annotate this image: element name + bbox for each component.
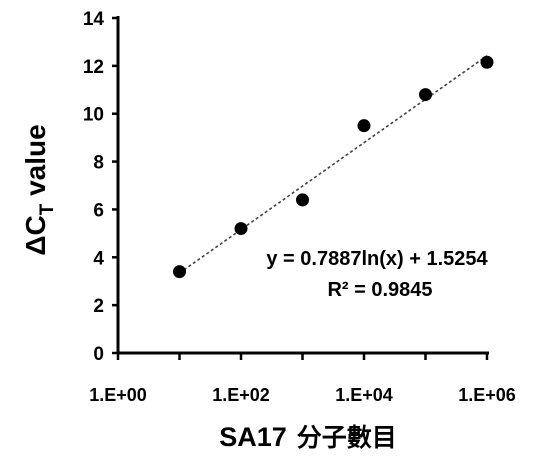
data-point	[296, 193, 309, 207]
axes	[116, 16, 489, 355]
x-tick-label: 1.E+04	[335, 385, 393, 405]
y-axis-ticks: 0 2 4 6 8 10 12 14	[83, 9, 118, 365]
data-point	[173, 265, 186, 279]
y-tick-label: 4	[93, 248, 104, 269]
data-point	[480, 55, 494, 69]
data-point	[234, 222, 248, 236]
y-axis-label: ΔCT value	[20, 124, 58, 255]
x-axis-label: SA17 分子數目	[219, 422, 397, 452]
y-axis-label-suffix: value	[20, 124, 51, 203]
trendline	[179, 55, 488, 274]
x-tick-label: 1.E+06	[458, 385, 516, 405]
data-points	[173, 55, 494, 279]
y-axis-label-prefix: ΔC	[20, 215, 51, 255]
y-tick-label: 6	[93, 200, 104, 221]
y-tick-label: 12	[83, 57, 104, 78]
x-axis-ticks: 1.E+00 1.E+02 1.E+04 1.E+06	[89, 353, 516, 405]
x-axis-label-cjk: 分子數目	[297, 423, 397, 452]
y-tick-label: 0	[93, 344, 104, 365]
data-point	[357, 119, 371, 133]
x-tick-label: 1.E+00	[89, 385, 147, 405]
y-tick-label: 14	[83, 9, 105, 30]
y-axis-label-subscript: T	[37, 203, 58, 215]
x-tick-label: 1.E+02	[212, 385, 270, 405]
y-tick-label: 10	[83, 105, 104, 126]
trendline-layer	[179, 55, 488, 274]
x-axis-label-latin: SA17	[219, 422, 287, 452]
r-squared-label: R² = 0.9845	[327, 279, 432, 301]
data-point	[419, 88, 432, 102]
y-tick-label: 8	[93, 153, 104, 174]
y-tick-label: 2	[93, 296, 104, 317]
trendline-equation: y = 0.7887ln(x) + 1.5254	[266, 248, 488, 270]
